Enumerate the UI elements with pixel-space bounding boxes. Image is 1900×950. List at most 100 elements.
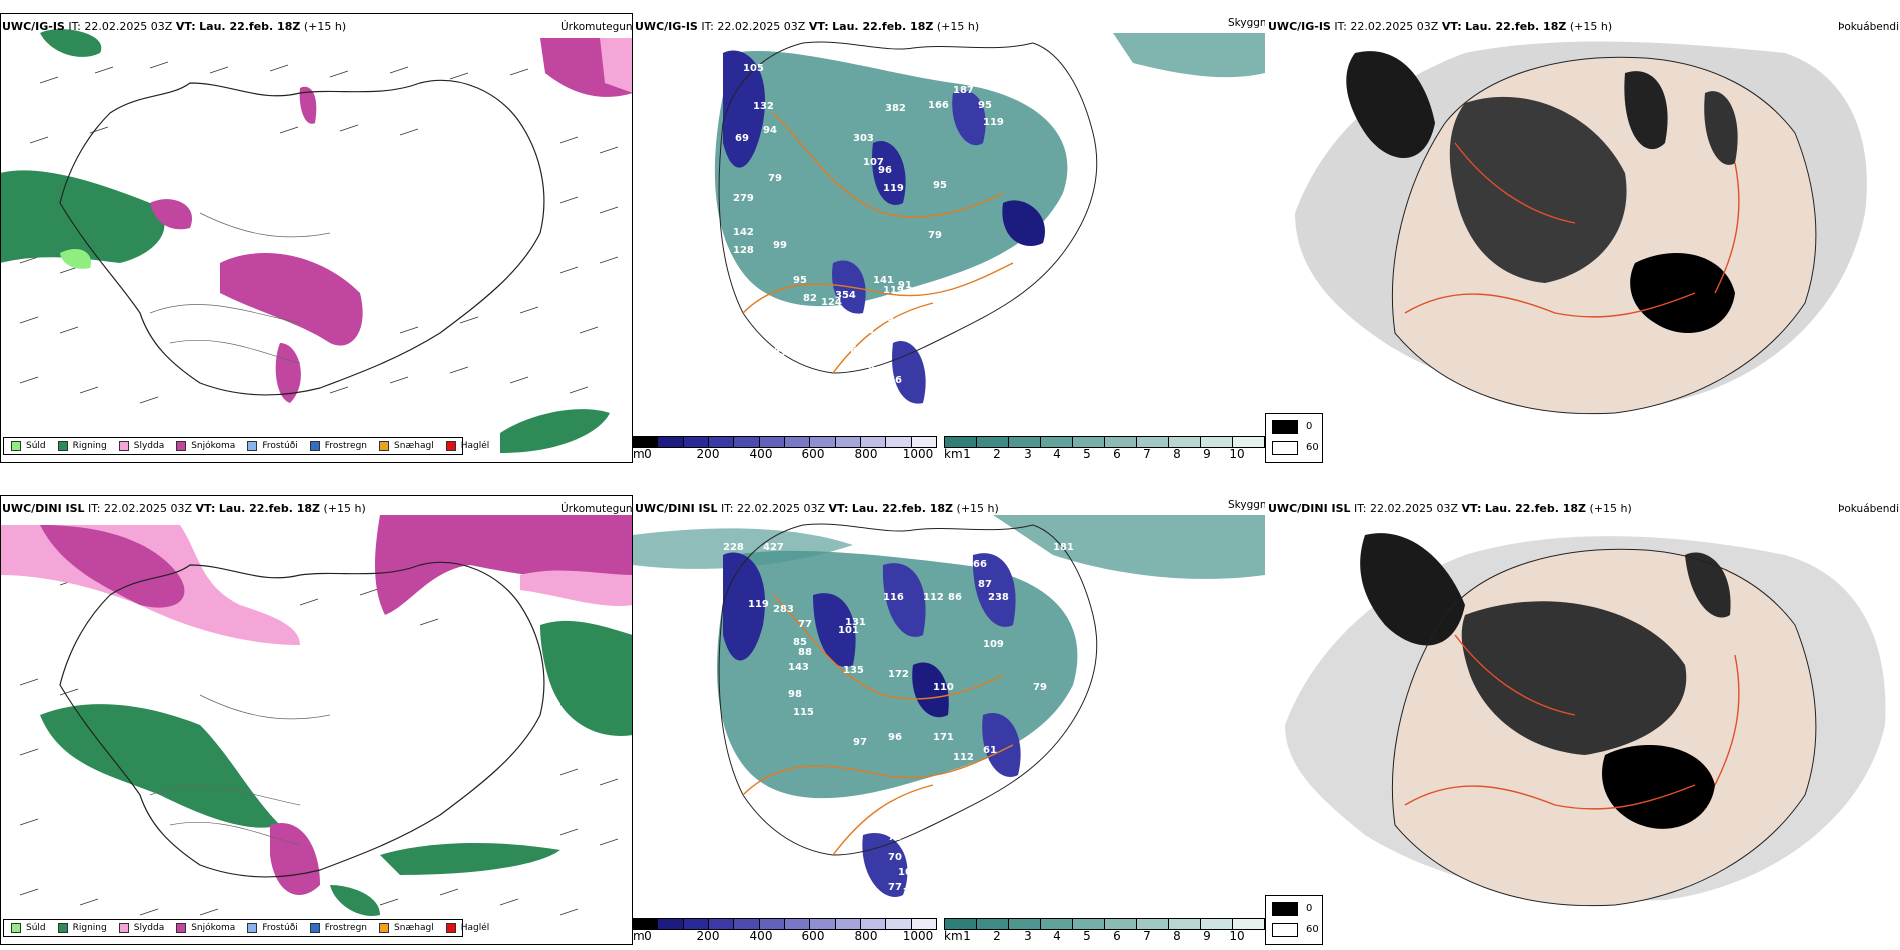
- legend-swatch: [445, 923, 456, 933]
- ceiling-shade: [813, 593, 856, 667]
- visibility-unit: km: [944, 447, 963, 461]
- header-top-visibility: UWC/IG-IS IT: 22.02.2025 03Z VT: Lau. 22…: [635, 20, 980, 33]
- ceiling-value-label: 79: [1033, 682, 1047, 693]
- roads: [149, 694, 331, 846]
- rain-area: [500, 409, 610, 453]
- ceiling-value-label: 141: [873, 275, 894, 286]
- ceiling-value-label: 87: [978, 579, 992, 590]
- ceiling-value-label: 96: [888, 732, 902, 743]
- roads: [149, 212, 331, 364]
- legend-item: Frostúði: [247, 923, 298, 933]
- ceiling-value-label: 66: [843, 345, 857, 356]
- legend-item: Frostregn: [309, 441, 367, 451]
- ceiling-shade: [952, 90, 986, 146]
- drizzle-area: [60, 248, 91, 269]
- fog-key-swatch: [1272, 902, 1298, 916]
- ceiling-shade: [1002, 200, 1045, 247]
- ceiling-shade: [892, 341, 926, 404]
- visibility-ticks-top: 1 2 3 4 5 6 7 8 9 10: [963, 447, 1245, 461]
- ceiling-value-label: 96: [878, 165, 892, 176]
- precip-type-panel-bottom: [0, 495, 633, 945]
- legend-item: Frostúði: [247, 441, 298, 451]
- ceiling-value-label: 86: [948, 592, 962, 603]
- iceland-outline: [718, 41, 1098, 374]
- ceiling-value-label: 72: [858, 393, 872, 404]
- legend-swatch: [118, 923, 129, 933]
- ceiling-value-label: 354: [835, 290, 856, 301]
- ceiling-shade: [723, 552, 765, 661]
- ceiling-value-label: 112: [953, 752, 974, 763]
- legend-item: Haglél: [445, 441, 489, 451]
- iceland-outline: [59, 79, 545, 396]
- visibility-panel-top: 105 132 69 94 79 303 382 107 96 119 166 95 187 95 119 2…: [633, 13, 1265, 433]
- legend-item: Snæhagl: [379, 923, 434, 933]
- ceiling-value-label: 105: [898, 867, 919, 878]
- ceiling-value-label: 132: [753, 101, 774, 112]
- fog-dark: [1630, 253, 1735, 333]
- legend-item: Snjókoma: [176, 923, 235, 933]
- precip-legend-top: Súld Rigning Slydda Snjókoma Frostúði Fr…: [3, 437, 489, 455]
- snow-area: [375, 515, 633, 615]
- ceiling-value-label: 279: [733, 193, 754, 204]
- visibility-ticks-bottom: 1 2 3 4 5 6 7 8 9 10: [963, 929, 1245, 943]
- legend-item: Slydda: [118, 441, 164, 451]
- fog-key-bottom: 0 60: [1265, 895, 1323, 945]
- ceiling-value-label: 79: [928, 230, 942, 241]
- ceiling-value-label: 142: [733, 227, 754, 238]
- rain-area: [0, 170, 165, 263]
- legend-item: Súld: [11, 923, 46, 933]
- ceiling-value-label: 128: [733, 245, 754, 256]
- visibility-unit: km: [944, 929, 963, 943]
- precip-map-top: [0, 13, 633, 463]
- ceiling-value-label: 187: [953, 85, 974, 96]
- ceiling-value-label: 76: [888, 375, 902, 386]
- visibility-shade: [1113, 33, 1265, 78]
- ceiling-value-label: 119: [983, 117, 1004, 128]
- ceiling-value-label: 97: [853, 737, 867, 748]
- ceiling-value-label: 166: [928, 100, 949, 111]
- legend-item: Snjókoma: [176, 441, 235, 451]
- fog-dark: [1346, 51, 1435, 158]
- ceiling-value-label: 135: [843, 665, 864, 676]
- ceiling-value-label: 86: [868, 365, 882, 376]
- panel-title: Skyggni: [1228, 499, 1270, 511]
- ceiling-ticks-top: 0 200 400 600 800 1000: [644, 447, 934, 461]
- ceiling-value-label: 181: [1053, 542, 1074, 553]
- ceiling-value-label: 119: [748, 599, 769, 610]
- snow-area: [150, 199, 192, 230]
- ceiling-value-label: 78: [883, 390, 897, 401]
- ceiling-shade: [972, 553, 1016, 627]
- legend-swatch: [11, 923, 21, 933]
- roads: [1404, 142, 1740, 318]
- ceiling-value-label: 116: [883, 592, 904, 603]
- snow-area: [270, 823, 320, 895]
- legend-item: Slydda: [118, 923, 164, 933]
- legend-swatch: [11, 441, 21, 451]
- ceiling-value-label: 98: [788, 689, 802, 700]
- ceiling-ticks-bottom: 0 200 400 600 800 1000: [644, 929, 934, 943]
- fog-map-bottom: [1265, 495, 1900, 915]
- panel-title: Úrkomutegund: [561, 21, 640, 33]
- ceiling-value-label: 82: [803, 293, 817, 304]
- ceiling-value-label: 172: [888, 669, 909, 680]
- ceiling-value-label: 562: [1018, 547, 1039, 558]
- ceiling-value-label: 124: [821, 297, 842, 308]
- sleet-area: [600, 38, 633, 93]
- precip-type-panel-top: [0, 13, 633, 463]
- roads: [1404, 634, 1740, 810]
- ceiling-value-label: 99: [773, 240, 787, 251]
- ceiling-value-label: 77: [798, 619, 812, 630]
- precip-legend-bottom: Súld Rigning Slydda Snjókoma Frostúði Fr…: [3, 919, 489, 937]
- legend-swatch: [57, 441, 68, 451]
- ceiling-value-label: 110: [933, 682, 954, 693]
- iceland-outline: [59, 561, 545, 878]
- iceland-outline: [1391, 56, 1817, 415]
- header-bottom-visibility: UWC/DINI ISL IT: 22.02.2025 03Z VT: Lau.…: [635, 502, 999, 515]
- ceiling-value-label: 91: [898, 280, 912, 291]
- panel-title: Þokuábendi: [1838, 21, 1899, 33]
- legend-item: Rigning: [57, 441, 107, 451]
- ceiling-value-label: 109: [983, 639, 1004, 650]
